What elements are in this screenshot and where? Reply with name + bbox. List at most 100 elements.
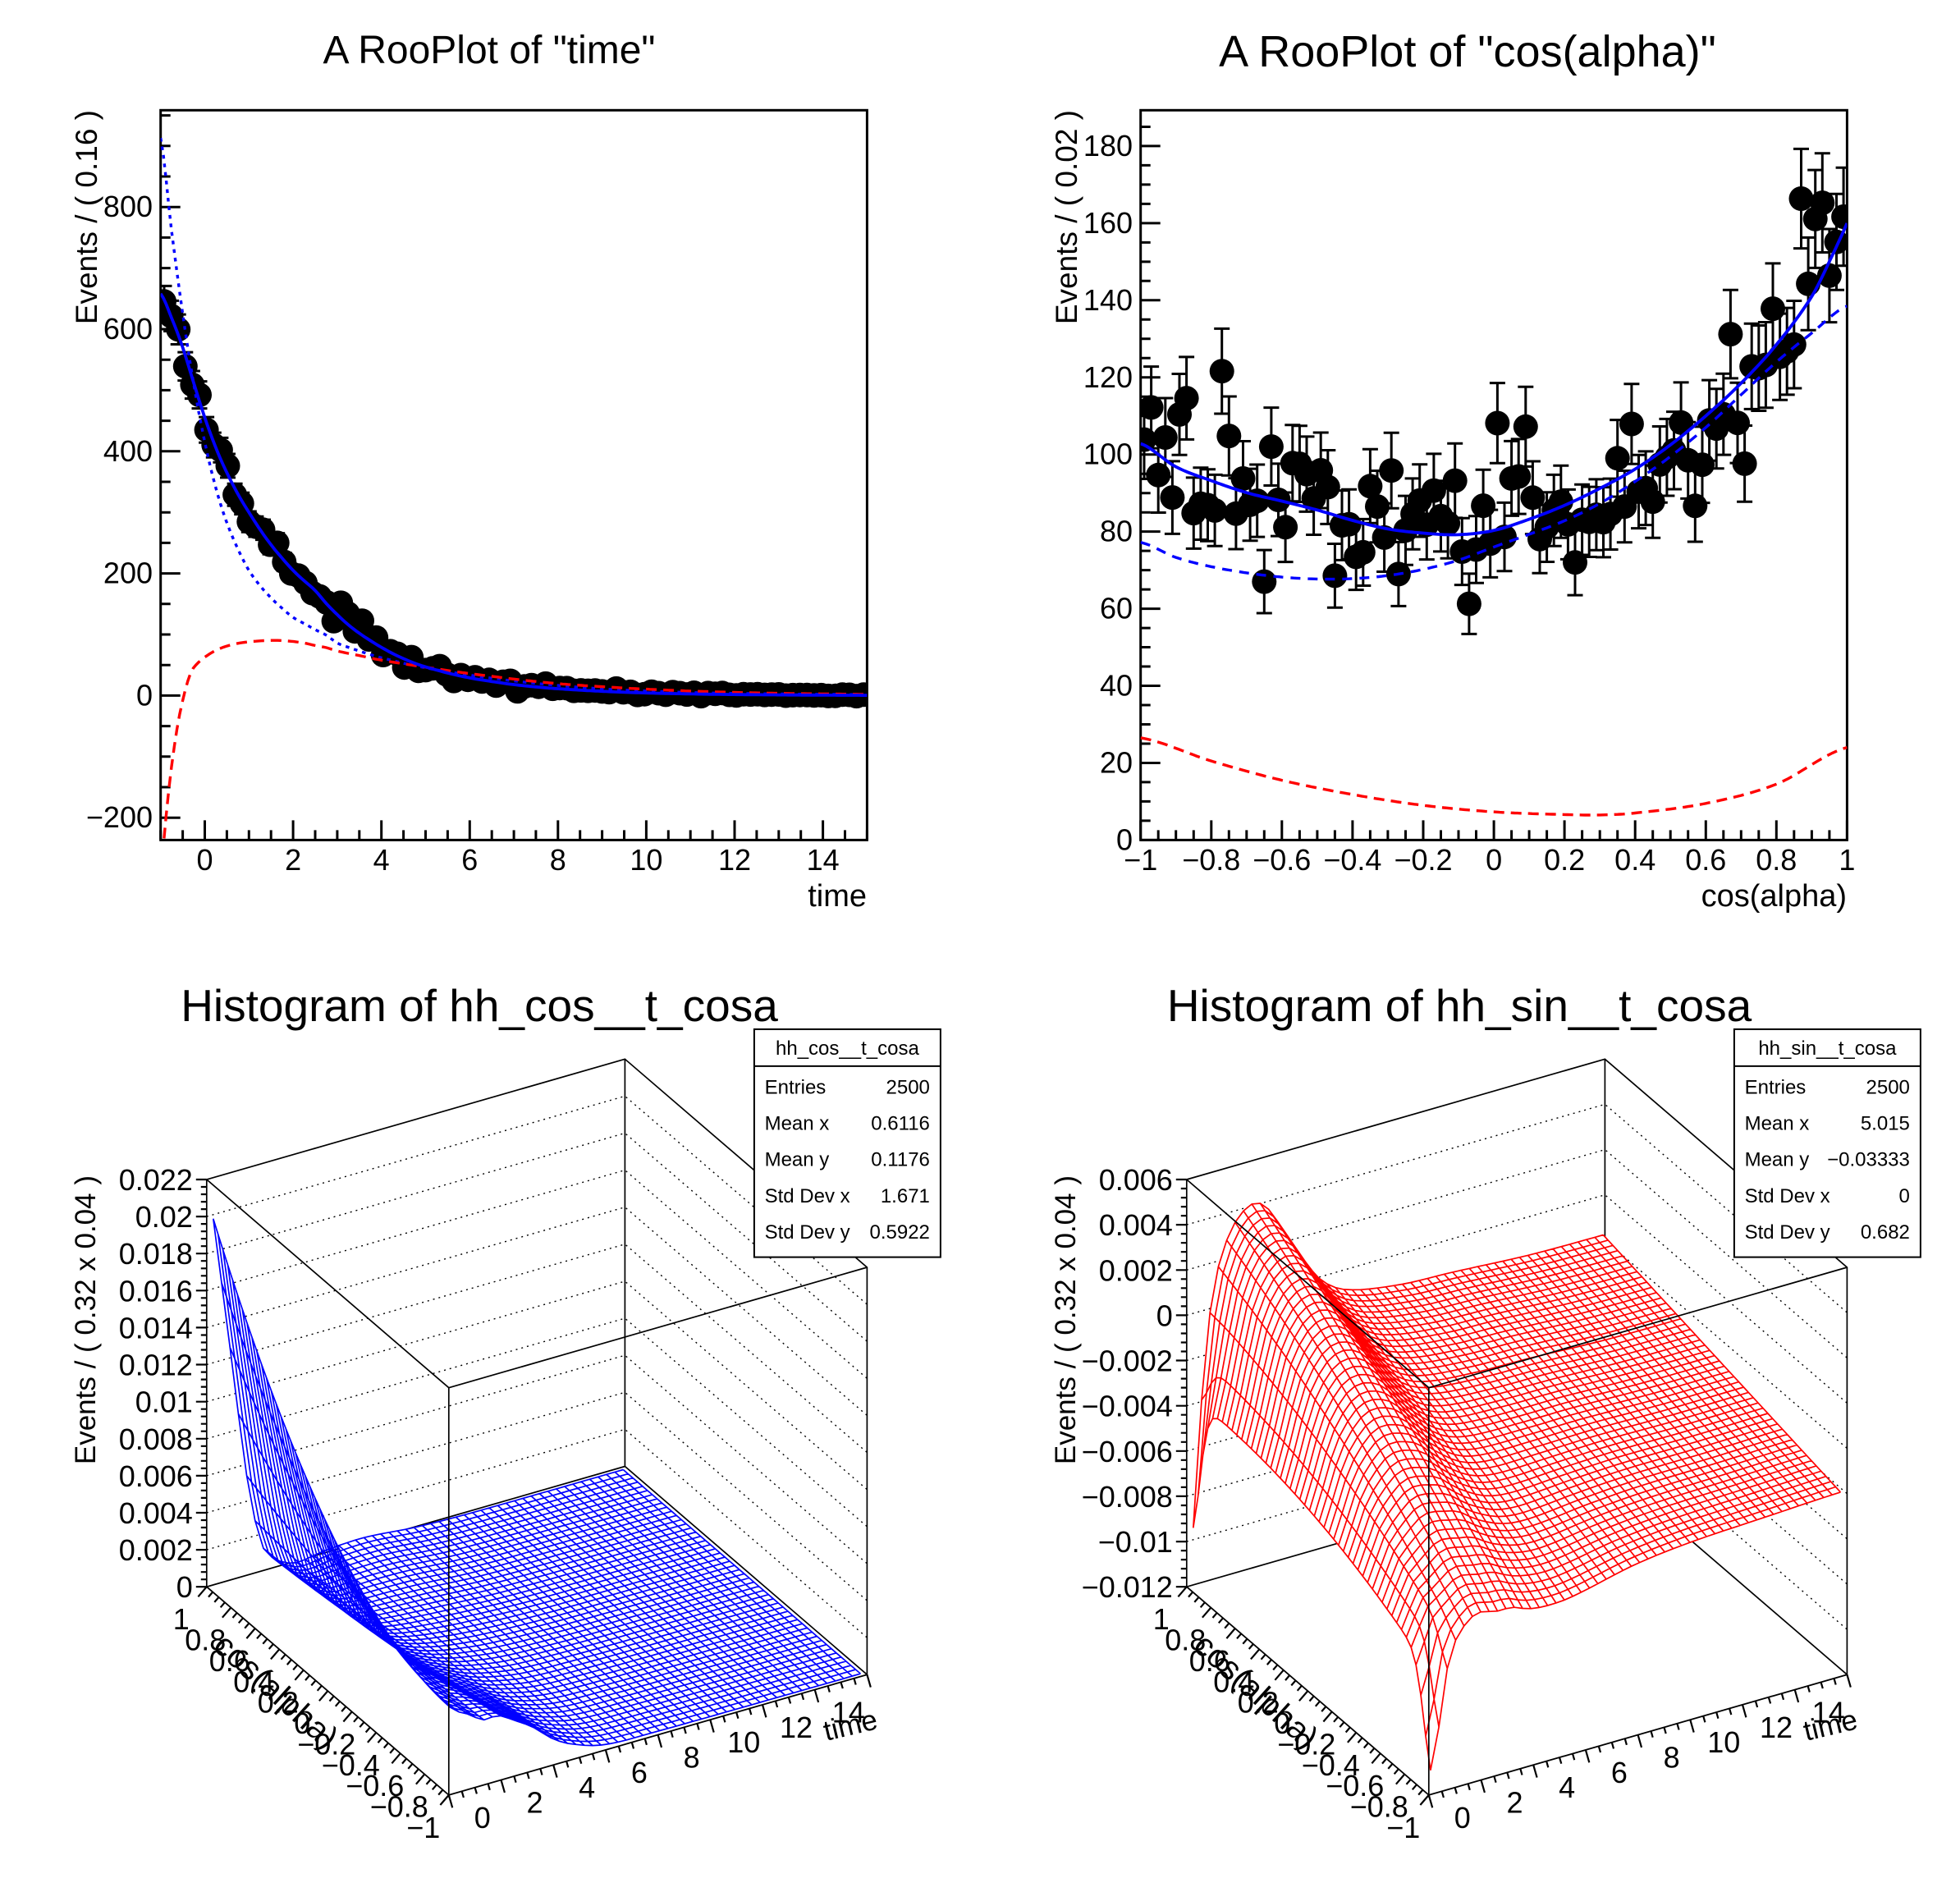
svg-text:−0.6: −0.6 — [1252, 843, 1311, 877]
svg-text:Mean y: Mean y — [765, 1149, 830, 1171]
svg-text:600: 600 — [103, 312, 153, 346]
svg-text:1.671: 1.671 — [881, 1185, 930, 1207]
svg-text:4: 4 — [579, 1770, 595, 1804]
svg-text:0.4: 0.4 — [1213, 1665, 1254, 1698]
svg-text:0: 0 — [1486, 843, 1502, 877]
svg-text:−0.01: −0.01 — [1098, 1525, 1173, 1559]
svg-text:0.002: 0.002 — [1099, 1253, 1173, 1287]
svg-text:1: 1 — [173, 1602, 190, 1636]
svg-text:4: 4 — [373, 843, 390, 877]
svg-text:0.4: 0.4 — [233, 1665, 274, 1698]
svg-text:200: 200 — [103, 557, 153, 590]
svg-text:0.006: 0.006 — [119, 1459, 193, 1493]
svg-text:0.002: 0.002 — [119, 1533, 193, 1567]
svg-text:0.006: 0.006 — [1099, 1163, 1173, 1197]
svg-text:−0.2: −0.2 — [1394, 843, 1452, 877]
svg-text:0.4: 0.4 — [1614, 843, 1655, 877]
svg-text:−0.6: −0.6 — [346, 1769, 404, 1803]
svg-text:2: 2 — [526, 1786, 543, 1820]
svg-text:0.2: 0.2 — [258, 1686, 299, 1720]
svg-text:400: 400 — [103, 434, 153, 468]
svg-text:Mean x: Mean x — [1745, 1113, 1810, 1135]
svg-text:160: 160 — [1083, 206, 1133, 240]
svg-text:−0.03333: −0.03333 — [1827, 1149, 1910, 1171]
svg-text:Mean x: Mean x — [765, 1113, 830, 1135]
svg-text:Histogram of hh_sin__t_cosa: Histogram of hh_sin__t_cosa — [1167, 980, 1752, 1031]
svg-text:−0.8: −0.8 — [370, 1790, 428, 1824]
svg-text:0: 0 — [176, 1570, 193, 1604]
svg-text:6: 6 — [631, 1756, 648, 1789]
svg-text:−0.2: −0.2 — [1277, 1727, 1335, 1761]
svg-text:Entries: Entries — [765, 1076, 827, 1098]
svg-text:Histogram of hh_cos__t_cosa: Histogram of hh_cos__t_cosa — [181, 980, 778, 1031]
svg-text:8: 8 — [1664, 1741, 1680, 1775]
svg-text:0.682: 0.682 — [1861, 1221, 1910, 1244]
svg-text:−0.006: −0.006 — [1082, 1435, 1173, 1468]
svg-text:1: 1 — [1153, 1602, 1170, 1636]
svg-text:Std Dev x: Std Dev x — [765, 1185, 850, 1207]
svg-text:0.1176: 0.1176 — [871, 1149, 930, 1171]
svg-text:800: 800 — [103, 190, 153, 223]
svg-text:0: 0 — [474, 1801, 491, 1835]
svg-text:100: 100 — [1083, 437, 1133, 471]
svg-text:0: 0 — [1116, 822, 1133, 856]
svg-text:Events / ( 0.32 x 0.04 ): Events / ( 0.32 x 0.04 ) — [70, 1175, 102, 1464]
svg-text:14: 14 — [832, 1696, 865, 1729]
svg-text:0.018: 0.018 — [119, 1237, 193, 1271]
svg-text:0.2: 0.2 — [1238, 1686, 1279, 1720]
svg-text:0.8: 0.8 — [1756, 843, 1797, 877]
svg-text:Events / ( 0.32 x 0.04 ): Events / ( 0.32 x 0.04 ) — [1050, 1175, 1082, 1464]
svg-text:−1: −1 — [1124, 843, 1157, 877]
svg-text:0: 0 — [1454, 1801, 1471, 1835]
svg-text:0.004: 0.004 — [119, 1496, 193, 1530]
svg-text:−1: −1 — [406, 1811, 440, 1844]
svg-text:20: 20 — [1100, 746, 1133, 780]
svg-text:−0.002: −0.002 — [1082, 1344, 1173, 1378]
svg-text:140: 140 — [1083, 283, 1133, 317]
svg-text:hh_cos__t_cosa: hh_cos__t_cosa — [776, 1038, 919, 1060]
svg-text:0.6: 0.6 — [209, 1644, 250, 1678]
svg-text:−0.008: −0.008 — [1082, 1480, 1173, 1514]
svg-text:4: 4 — [1559, 1770, 1575, 1804]
svg-text:0.6: 0.6 — [1685, 843, 1726, 877]
svg-text:A RooPlot of "cos(alpha)": A RooPlot of "cos(alpha)" — [1219, 27, 1716, 76]
svg-text:−0.8: −0.8 — [1350, 1790, 1408, 1824]
svg-text:10: 10 — [1707, 1725, 1740, 1759]
svg-text:−0.012: −0.012 — [1082, 1570, 1173, 1604]
svg-text:0.6: 0.6 — [1189, 1644, 1230, 1678]
svg-text:A RooPlot of "time": A RooPlot of "time" — [323, 29, 656, 72]
svg-text:−1: −1 — [1386, 1811, 1420, 1844]
svg-text:60: 60 — [1100, 592, 1133, 625]
svg-text:12: 12 — [1760, 1711, 1793, 1744]
svg-text:−0.6: −0.6 — [1326, 1769, 1384, 1803]
svg-text:8: 8 — [550, 843, 566, 877]
svg-text:2: 2 — [1506, 1786, 1523, 1820]
svg-text:2: 2 — [285, 843, 301, 877]
svg-text:Events / ( 0.16 ): Events / ( 0.16 ) — [70, 110, 103, 324]
svg-text:5.015: 5.015 — [1861, 1113, 1910, 1135]
svg-text:−0.4: −0.4 — [322, 1748, 380, 1782]
svg-text:hh_sin__t_cosa: hh_sin__t_cosa — [1758, 1038, 1897, 1060]
svg-text:Std Dev y: Std Dev y — [1745, 1221, 1830, 1244]
svg-text:Entries: Entries — [1745, 1076, 1807, 1098]
svg-text:10: 10 — [727, 1725, 760, 1759]
svg-text:0: 0 — [1899, 1185, 1910, 1207]
svg-text:−0.4: −0.4 — [1302, 1748, 1360, 1782]
svg-text:2500: 2500 — [1866, 1076, 1910, 1098]
svg-text:−0.2: −0.2 — [297, 1727, 355, 1761]
svg-text:12: 12 — [718, 843, 751, 877]
svg-text:0: 0 — [294, 1706, 310, 1740]
svg-text:0.8: 0.8 — [185, 1624, 226, 1657]
svg-text:40: 40 — [1100, 669, 1133, 703]
svg-text:0: 0 — [1274, 1706, 1290, 1740]
svg-text:0.014: 0.014 — [119, 1311, 193, 1344]
svg-text:0.008: 0.008 — [119, 1422, 193, 1456]
svg-text:Mean y: Mean y — [1745, 1149, 1810, 1171]
svg-text:0.004: 0.004 — [1099, 1208, 1173, 1242]
svg-text:cos(alpha): cos(alpha) — [1701, 879, 1847, 914]
svg-text:80: 80 — [1100, 515, 1133, 548]
svg-text:1: 1 — [1839, 843, 1855, 877]
svg-text:−0.4: −0.4 — [1323, 843, 1381, 877]
svg-text:0: 0 — [196, 843, 213, 877]
svg-text:0.6116: 0.6116 — [871, 1113, 930, 1135]
